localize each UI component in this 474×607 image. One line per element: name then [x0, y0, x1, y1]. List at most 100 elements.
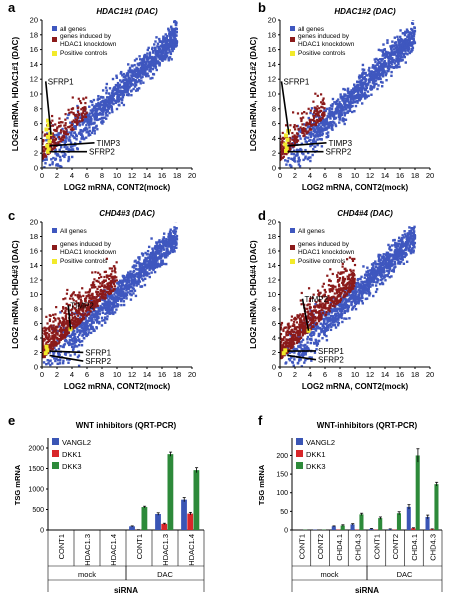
category-label: CHD4.3 [429, 534, 438, 561]
legend-swatch [52, 462, 59, 469]
y-tick-label: 14 [268, 261, 276, 270]
legend-swatch [296, 462, 303, 469]
y-tick-label: 4 [272, 134, 276, 143]
y-tick-label: 6 [272, 319, 276, 328]
annotation-pointer [280, 81, 290, 135]
legend-label: VANGL2 [62, 438, 91, 447]
x-tick-label: 18 [173, 171, 181, 180]
panel-letter: f [258, 413, 263, 428]
positive-control-point [46, 123, 51, 128]
bar [359, 514, 364, 530]
bar [187, 513, 194, 530]
y-tick-label: 2 [272, 348, 276, 357]
legend-label: Positive controls [298, 50, 346, 57]
x-tick-label: 20 [426, 370, 434, 379]
y-axis-label: TSG mRNA [13, 464, 22, 505]
positive-control-point [284, 148, 288, 153]
x-tick-label: 10 [351, 370, 359, 379]
y-tick-label: 10 [30, 90, 38, 99]
bar [406, 506, 411, 530]
legend-label: all genes [298, 26, 325, 33]
x-tick-label: 10 [351, 171, 359, 180]
scatter-panel-a: a HDAC1#1 (DAC) 0 2 4 6 8 10 12 14 16 18 20 0 2 4 6 8 10 12… [8, 0, 196, 192]
category-label: CONT1 [57, 534, 66, 559]
x-tick-label: 16 [158, 370, 166, 379]
positive-control-point [284, 133, 288, 138]
bar [411, 528, 416, 530]
y-tick-label: 8 [34, 305, 38, 314]
category-label: CONT2 [391, 534, 400, 559]
point-cloud [280, 20, 417, 168]
bar [425, 516, 430, 530]
bar [378, 518, 383, 530]
y-tick-label: 50 [280, 509, 288, 516]
y-tick-label: 4 [34, 134, 38, 143]
bar [415, 455, 420, 530]
panel-letter: a [8, 0, 16, 15]
annotation-label: SFRP1 [284, 77, 310, 86]
y-tick-label: 10 [268, 290, 276, 299]
annotation-pointer [49, 142, 95, 147]
x-tick-label: 20 [188, 370, 196, 379]
annotation-pointer [44, 81, 52, 135]
y-tick-label: 18 [30, 30, 38, 39]
x-tick-label: 4 [70, 370, 74, 379]
positive-control-point [284, 146, 289, 151]
x-tick-label: 2 [55, 370, 59, 379]
legend-swatch [52, 26, 57, 31]
y-tick-label: 20 [30, 16, 38, 25]
y-tick-label: 10 [30, 290, 38, 299]
y-tick-label: 16 [30, 45, 38, 54]
annotation-label: SFRP1 [318, 347, 344, 356]
scatter-panel-b: b HDAC1#2 (DAC) 0 2 4 6 8 10 12 14 16 18 20 0 2 4 6 8 10 12… [249, 0, 434, 192]
y-tick-label: 0 [34, 164, 38, 173]
positive-control-point [45, 143, 50, 148]
y-tick-label: 18 [268, 30, 276, 39]
x-tick-label: 20 [188, 171, 196, 180]
y-tick-label: 4 [272, 334, 276, 343]
x-tick-label: 14 [381, 370, 389, 379]
legend-swatch [290, 26, 295, 31]
positive-control-point [46, 134, 50, 139]
group-label: DAC [157, 570, 173, 579]
legend-label: All genes [298, 228, 325, 235]
y-tick-label: 0 [272, 164, 276, 173]
positive-control-point [47, 139, 52, 144]
x-tick-label: 16 [158, 171, 166, 180]
y-tick-label: 2 [34, 149, 38, 158]
x-tick-label: 4 [308, 171, 312, 180]
y-tick-label: 0 [40, 528, 44, 535]
x-tick-label: 18 [411, 370, 419, 379]
annotation-label: TIMP3 [329, 139, 353, 148]
legend-label: DKK3 [306, 462, 326, 471]
legend: All genes genes induced by HDAC1 knockdown… [52, 228, 117, 265]
legend-label: DKK1 [306, 450, 326, 459]
y-tick-label: 8 [272, 104, 276, 113]
y-tick-label: 0 [34, 363, 38, 372]
annotation-label: TIMP2 [305, 295, 329, 304]
annotation-label: SFRP2 [85, 357, 111, 366]
legend-label: Positive controls [60, 50, 108, 57]
x-axis-label: siRNA [114, 586, 138, 595]
y-axis-label: LOG2 mRNA, HDAC1#1 (DAC) [11, 37, 20, 152]
bar [340, 525, 345, 530]
positive-control-point [285, 137, 290, 142]
annotation-label: SFRP2 [89, 148, 115, 157]
y-tick-label: 20 [30, 218, 38, 227]
y-tick-label: 16 [30, 247, 38, 256]
group-label: DAC [397, 570, 413, 579]
y-tick-label: 2 [34, 348, 38, 357]
bar [155, 514, 161, 530]
positive-control-point [46, 147, 51, 152]
annotation-label: SFRP1 [48, 77, 74, 86]
annotation-pointer [49, 354, 84, 362]
panel-letter: d [258, 208, 266, 223]
y-tick-label: 6 [34, 119, 38, 128]
x-tick-label: 6 [323, 370, 327, 379]
y-tick-label: 2 [272, 149, 276, 158]
chart-title: WNT inhibitors (QRT-PCR) [76, 421, 177, 430]
y-tick-label: 10 [268, 90, 276, 99]
y-axis-label: LOG2 mRNA, CHD4#4 (DAC) [249, 240, 258, 349]
x-tick-label: 8 [338, 171, 342, 180]
